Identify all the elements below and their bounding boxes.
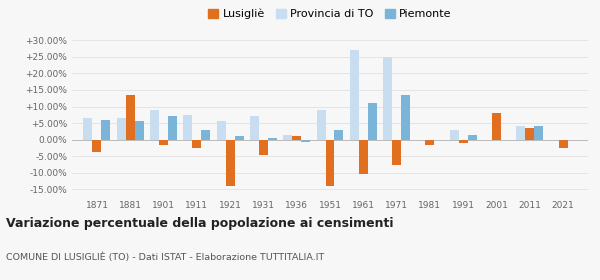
Bar — [193, 140, 202, 148]
Bar — [368, 103, 377, 140]
Bar — [516, 126, 525, 140]
Bar — [126, 95, 135, 140]
Bar — [392, 140, 401, 165]
Bar — [168, 116, 177, 140]
Bar — [150, 110, 159, 140]
Bar — [350, 50, 359, 140]
Bar — [259, 140, 268, 155]
Bar — [559, 140, 568, 148]
Bar — [235, 136, 244, 140]
Bar — [492, 113, 501, 140]
Bar — [326, 140, 334, 186]
Bar — [383, 57, 392, 140]
Bar — [226, 140, 235, 186]
Text: COMUNE DI LUSIGLIÈ (TO) - Dati ISTAT - Elaborazione TUTTITALIA.IT: COMUNE DI LUSIGLIÈ (TO) - Dati ISTAT - E… — [6, 253, 324, 262]
Bar — [401, 95, 410, 140]
Bar — [217, 122, 226, 140]
Bar — [184, 115, 193, 140]
Bar — [268, 138, 277, 140]
Bar — [101, 120, 110, 140]
Text: Variazione percentuale della popolazione ai censimenti: Variazione percentuale della popolazione… — [6, 217, 394, 230]
Bar — [317, 110, 326, 140]
Bar — [467, 135, 476, 140]
Bar — [301, 140, 310, 142]
Bar — [92, 140, 101, 152]
Bar — [525, 128, 534, 140]
Bar — [534, 126, 543, 140]
Legend: Lusigliè, Provincia di TO, Piemonte: Lusigliè, Provincia di TO, Piemonte — [206, 7, 454, 22]
Bar — [283, 135, 292, 140]
Bar — [83, 118, 92, 140]
Bar — [159, 140, 168, 145]
Bar — [135, 122, 144, 140]
Bar — [334, 130, 343, 140]
Bar — [425, 140, 434, 145]
Bar — [250, 116, 259, 140]
Bar — [292, 136, 301, 140]
Bar — [117, 118, 126, 140]
Bar — [359, 140, 368, 174]
Bar — [458, 140, 467, 143]
Bar — [449, 130, 458, 140]
Bar — [202, 130, 211, 140]
